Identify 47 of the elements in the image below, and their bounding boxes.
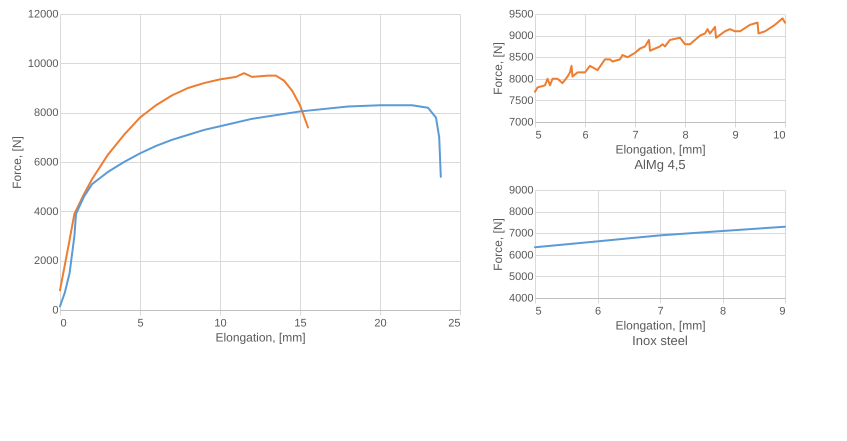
y-tick-label: 9500 — [509, 8, 534, 20]
y-tick-label: 5000 — [509, 270, 534, 283]
y-tick-label: 8000 — [34, 107, 58, 120]
x-tick-label: 10 — [773, 130, 786, 142]
y-tick-label: 4000 — [34, 206, 58, 218]
y-tick-label: 8000 — [509, 206, 534, 218]
y-tick-label: 10000 — [28, 58, 58, 70]
x-axis-title: Elongation, [mm] — [615, 318, 706, 332]
x-tick-label: 9 — [732, 130, 739, 142]
y-tick-label: 8000 — [509, 73, 534, 86]
y-tick-label: 12000 — [28, 8, 58, 20]
y-axis-title: Force, [N] — [10, 136, 24, 189]
x-tick-label: 5 — [536, 306, 542, 318]
y-axis-title: Force, [N] — [491, 42, 506, 95]
x-tick-label: 6 — [582, 130, 589, 142]
text: AlMg 4,5 — [634, 157, 686, 172]
text: Inox steel — [632, 333, 688, 348]
y-tick-label: 4000 — [509, 292, 534, 304]
x-tick-label: 25 — [448, 318, 460, 330]
x-tick-label: 5 — [137, 318, 144, 330]
line-series — [534, 226, 786, 248]
y-tick-label: 8500 — [509, 52, 534, 64]
x-tick-label: 5 — [536, 130, 542, 142]
x-tick-label: 9 — [779, 306, 786, 318]
y-axis-title: Force, [N] — [491, 218, 506, 271]
y-tick-label: 2000 — [34, 255, 58, 268]
x-tick-label: 6 — [594, 306, 602, 318]
x-tick-label: 7 — [632, 130, 639, 142]
x-tick-label: 8 — [682, 130, 689, 142]
y-tick-label: 9000 — [509, 30, 534, 42]
x-tick-label: 0 — [60, 318, 67, 330]
y-tick-label: 7000 — [509, 116, 534, 128]
y-tick-label: 7000 — [509, 228, 534, 240]
x-tick-label: 15 — [294, 318, 307, 330]
line-series — [59, 104, 442, 308]
x-tick-label: 10 — [214, 318, 227, 330]
x-axis-title: Elongation, [mm] — [615, 142, 706, 156]
y-tick-label: 7500 — [509, 94, 534, 107]
y-tick-label: 6000 — [34, 156, 58, 168]
x-tick-label: 8 — [720, 306, 726, 318]
x-tick-label: 20 — [374, 318, 387, 330]
x-tick-label: 7 — [657, 306, 664, 318]
x-axis-title: Elongation, [mm] — [215, 330, 306, 344]
line-series — [534, 17, 786, 93]
y-tick-label: 6000 — [509, 249, 534, 262]
y-tick-label: 9000 — [509, 184, 534, 196]
line-series — [59, 72, 309, 292]
